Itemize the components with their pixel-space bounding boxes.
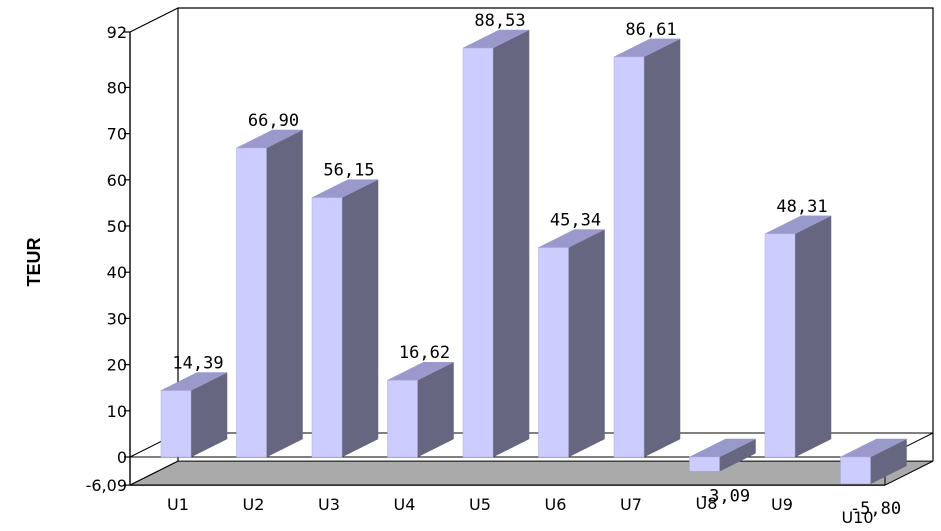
bar xyxy=(840,438,907,485)
bar-value-label: 86,61 xyxy=(625,20,676,40)
bar-side xyxy=(266,129,303,458)
y-tick-label: 30 xyxy=(107,309,127,328)
category-label: U3 xyxy=(318,495,340,514)
y-tick-label: 50 xyxy=(107,217,127,236)
y-tick-label: 70 xyxy=(107,125,127,144)
bar-side xyxy=(643,38,681,458)
bar-front xyxy=(462,47,494,458)
bar xyxy=(613,38,681,458)
y-axis-title: TEUR xyxy=(24,238,44,287)
category-label: U10 xyxy=(841,508,873,527)
category-label: U4 xyxy=(394,495,416,514)
bar-value-label: 45,34 xyxy=(550,211,601,231)
bar-value-label: 56,15 xyxy=(323,161,374,181)
category-label: U7 xyxy=(620,495,642,514)
category-label: U9 xyxy=(771,495,793,514)
bar-side xyxy=(568,229,605,458)
labels: 14,39 U1 66,90 U2 56,15 U3 16,62 U4 88,53 U5 45,34… xyxy=(167,11,901,527)
y-tick-label: -6,09 xyxy=(86,476,127,495)
bars xyxy=(160,29,907,485)
bar-value-label: 16,62 xyxy=(399,343,450,363)
floor-bottom xyxy=(129,460,934,486)
bar xyxy=(538,229,605,458)
bar-front xyxy=(160,390,192,458)
bar-value-label: 14,39 xyxy=(172,354,223,374)
category-label: U8 xyxy=(696,494,718,513)
y-tick-label: 20 xyxy=(107,356,127,375)
bar-front xyxy=(387,379,418,458)
bar-front xyxy=(236,147,267,458)
y-tick-label: 60 xyxy=(107,171,127,190)
bar-front xyxy=(613,56,645,458)
bar-value-label: -3,09 xyxy=(699,486,750,506)
y-tick-label: 40 xyxy=(107,263,127,282)
y-tick-label: 92 xyxy=(107,23,127,42)
bar xyxy=(236,129,303,458)
bar-value-label: 48,31 xyxy=(776,197,827,217)
bar xyxy=(462,29,530,458)
y-tick-label: 80 xyxy=(107,78,127,97)
category-label: U2 xyxy=(243,495,265,514)
y-axis: 92 80 70 60 50 40 30 20 10 0 -6,09 xyxy=(86,23,131,495)
bar-value-label: 88,53 xyxy=(474,11,525,31)
bar-front xyxy=(764,233,796,458)
category-label: U6 xyxy=(545,495,567,514)
y-tick-label: 0 xyxy=(117,448,127,467)
bar-side xyxy=(492,29,530,458)
bar-front xyxy=(311,197,343,458)
category-label: U5 xyxy=(469,495,491,514)
top-left-edge xyxy=(129,7,179,33)
bar-side xyxy=(794,215,832,458)
bar xyxy=(160,372,228,458)
bar xyxy=(387,361,454,458)
bar xyxy=(689,438,756,472)
category-label: U1 xyxy=(167,495,189,514)
y-tick-label: 10 xyxy=(107,402,127,421)
bar-value-label: 66,90 xyxy=(248,111,299,131)
bar-front xyxy=(840,456,871,485)
bar-side xyxy=(341,179,379,458)
bar-value-label: -5,80 xyxy=(850,499,901,519)
bar-front xyxy=(689,456,720,472)
bar xyxy=(311,179,379,458)
bar xyxy=(764,215,832,458)
bar-front xyxy=(538,247,569,458)
